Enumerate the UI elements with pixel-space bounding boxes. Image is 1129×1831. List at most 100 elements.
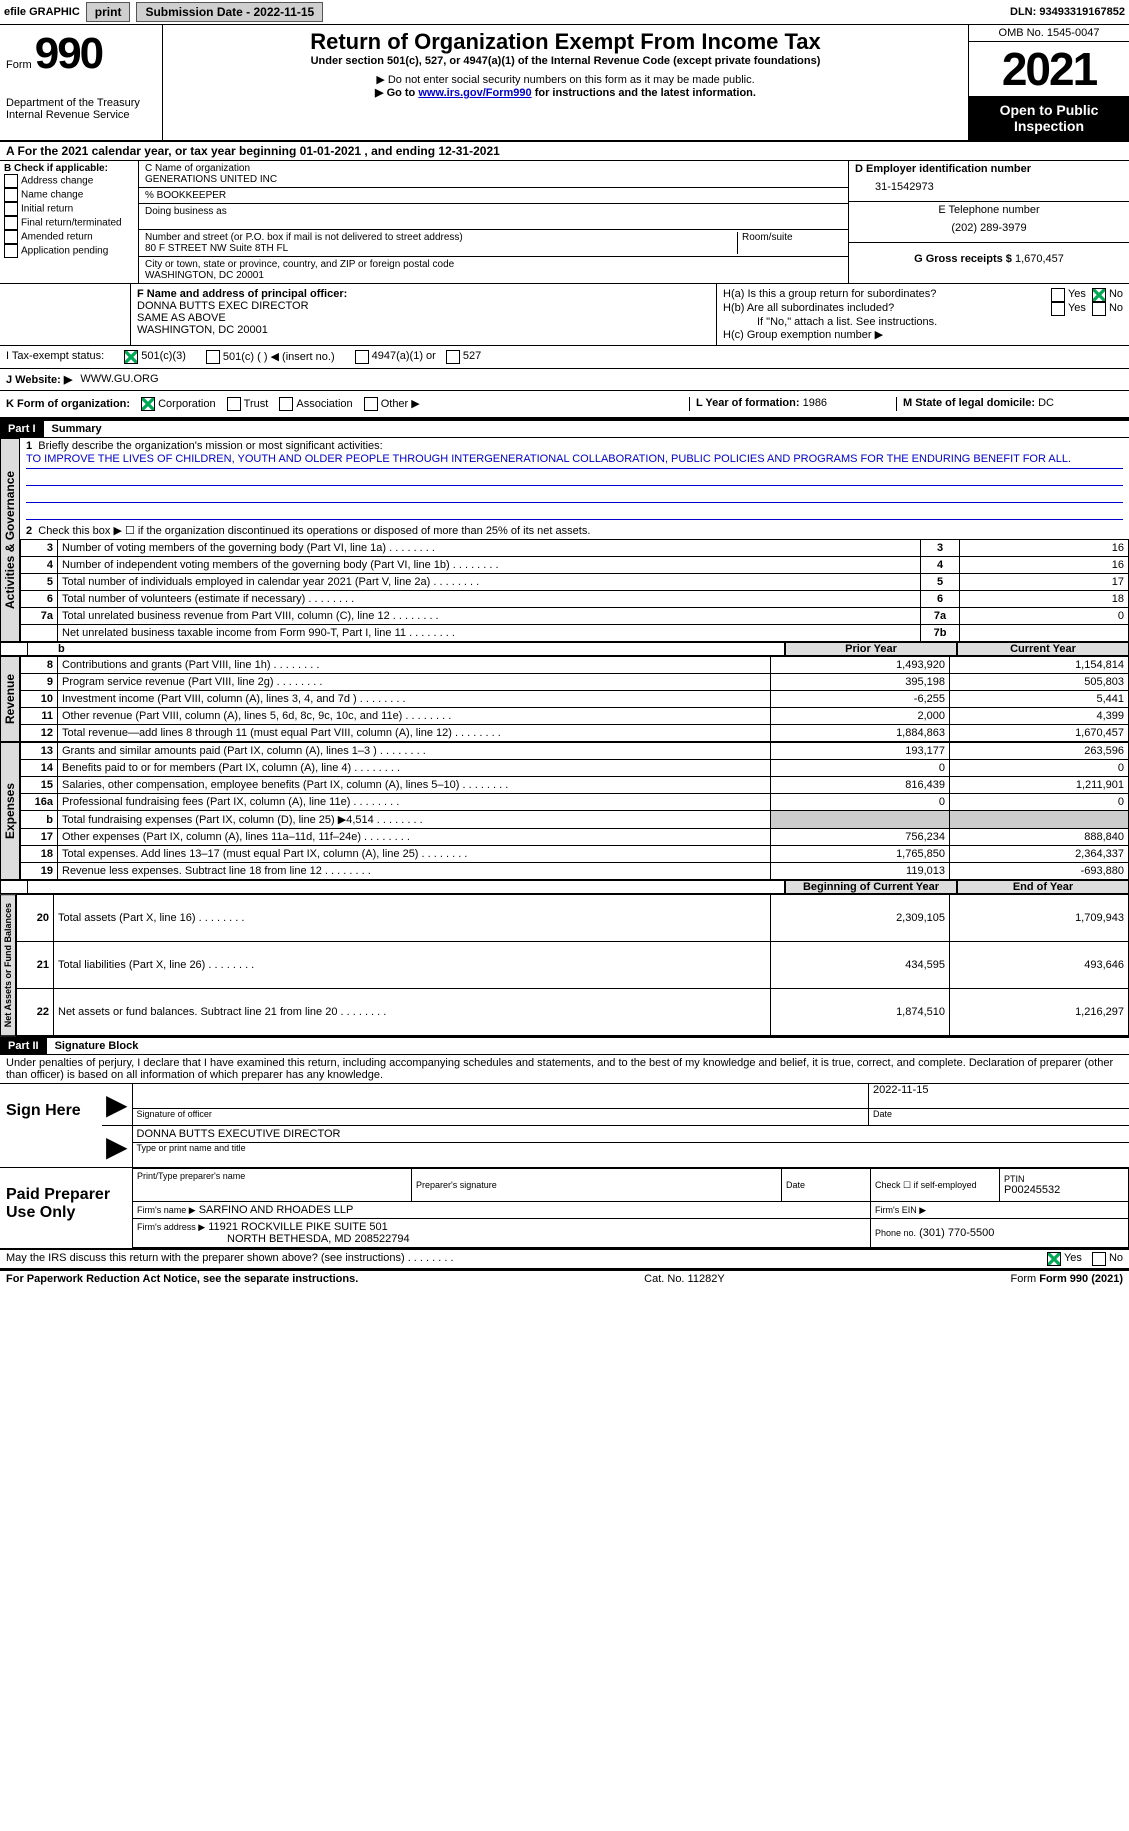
section-b: B Check if applicable: Address change Na… <box>0 161 139 283</box>
line-value <box>960 625 1129 642</box>
entity-block: B Check if applicable: Address change Na… <box>0 161 1129 284</box>
paid-preparer-block: Paid Preparer Use Only Print/Type prepar… <box>0 1168 1129 1250</box>
line-text: Net assets or fund balances. Subtract li… <box>54 989 771 1036</box>
current-year-value: 888,840 <box>950 829 1129 846</box>
netassets-table: 20 Total assets (Part X, line 16) 2,309,… <box>16 894 1129 1036</box>
irs-label: Internal Revenue Service <box>6 109 156 121</box>
part2-badge: Part II <box>0 1038 47 1054</box>
ein-label: D Employer identification number <box>855 163 1123 175</box>
k-opt2: Association <box>296 398 352 410</box>
discuss-yes[interactable] <box>1047 1252 1061 1266</box>
line-value: 16 <box>960 540 1129 557</box>
chk-501c3[interactable] <box>124 350 138 364</box>
self-employed: Check ☐ if self-employed <box>871 1169 1000 1202</box>
section-f: F Name and address of principal officer:… <box>131 284 717 345</box>
ha-yes-t: Yes <box>1068 288 1086 302</box>
line-box: 7b <box>921 625 960 642</box>
chk-4947[interactable] <box>355 350 369 364</box>
city-state-zip: WASHINGTON, DC 20001 <box>145 270 842 281</box>
chk-501c[interactable] <box>206 350 220 364</box>
mission-text: TO IMPROVE THE LIVES OF CHILDREN, YOUTH … <box>26 452 1123 469</box>
note-link-row: ▶ Go to www.irs.gov/Form990 for instruct… <box>167 86 964 99</box>
state-domicile: DC <box>1038 397 1054 409</box>
chk-trust[interactable] <box>227 397 241 411</box>
line-value: 18 <box>960 591 1129 608</box>
note2-pre: ▶ Go to <box>375 87 418 99</box>
ha-yes[interactable] <box>1051 288 1065 302</box>
prior-year-value: 395,198 <box>771 674 950 691</box>
chk-name-change[interactable] <box>4 188 18 202</box>
discuss-no[interactable] <box>1092 1252 1106 1266</box>
officer-name: DONNA BUTTS EXEC DIRECTOR <box>137 300 710 312</box>
line-text: Professional fundraising fees (Part IX, … <box>58 794 771 811</box>
period-pre: A For the 2021 calendar year, or tax yea… <box>6 144 300 158</box>
m-label: M State of legal domicile: <box>903 397 1035 409</box>
line-text: Contributions and grants (Part VIII, lin… <box>58 657 771 674</box>
line-box: 4 <box>921 557 960 574</box>
street-address: 80 F STREET NW Suite 8TH FL <box>145 243 737 254</box>
discuss-no-t: No <box>1109 1252 1123 1266</box>
prior-year-value: 2,000 <box>771 708 950 725</box>
discuss-row: May the IRS discuss this return with the… <box>0 1250 1129 1270</box>
section-a-period: A For the 2021 calendar year, or tax yea… <box>0 142 1129 161</box>
chk-amended[interactable] <box>4 230 18 244</box>
line-text: Total number of individuals employed in … <box>58 574 921 591</box>
line-num: 15 <box>21 777 58 794</box>
line-num: 7a <box>21 608 58 625</box>
firm-addr1: 11921 ROCKVILLE PIKE SUITE 501 <box>208 1221 388 1233</box>
line-num: 10 <box>21 691 58 708</box>
chk-pending[interactable] <box>4 244 18 258</box>
pra-notice: For Paperwork Reduction Act Notice, see … <box>6 1273 358 1285</box>
discuss-label: May the IRS discuss this return with the… <box>6 1252 1047 1266</box>
part1-header: Part I Summary <box>0 419 1129 438</box>
line-text: Grants and similar amounts paid (Part IX… <box>58 743 771 760</box>
ha-no[interactable] <box>1092 288 1106 302</box>
line-num: 21 <box>17 942 54 989</box>
k-opt1: Trust <box>244 398 269 410</box>
line-text: Total unrelated business revenue from Pa… <box>58 608 921 625</box>
side-expenses: Expenses <box>0 742 20 880</box>
section-i: I Tax-exempt status: 501(c)(3) 501(c) ( … <box>0 346 1129 369</box>
hb-no[interactable] <box>1092 302 1106 316</box>
chk-527[interactable] <box>446 350 460 364</box>
sig-arrow-1: ▶ <box>102 1084 132 1125</box>
irs-link[interactable]: www.irs.gov/Form990 <box>418 87 531 99</box>
chk-final[interactable] <box>4 216 18 230</box>
perjury-declaration: Under penalties of perjury, I declare th… <box>0 1055 1129 1084</box>
current-year-value: 0 <box>950 760 1129 777</box>
hb-yes[interactable] <box>1051 302 1065 316</box>
boy-header: Beginning of Current Year <box>785 880 957 894</box>
b-opt-5: Application pending <box>21 246 108 257</box>
current-year-value: 1,709,943 <box>950 895 1129 942</box>
part1-title: Summary <box>44 421 110 437</box>
chk-other[interactable] <box>364 397 378 411</box>
omb-number: OMB No. 1545-0047 <box>969 25 1129 42</box>
line-text: Net unrelated business taxable income fr… <box>58 625 921 642</box>
prior-year-value: -6,255 <box>771 691 950 708</box>
line-num: 17 <box>21 829 58 846</box>
print-button[interactable]: print <box>86 2 131 22</box>
sig-arrow-2: ▶ <box>102 1126 132 1167</box>
current-year-value: 5,441 <box>950 691 1129 708</box>
section-f-h: F Name and address of principal officer:… <box>0 284 1129 346</box>
prior-year-value: 1,884,863 <box>771 725 950 742</box>
f-label: F Name and address of principal officer: <box>137 288 710 300</box>
prior-year-value: 119,013 <box>771 863 950 880</box>
line-text: Number of voting members of the governin… <box>58 540 921 557</box>
chk-assoc[interactable] <box>279 397 293 411</box>
form-title-block: Return of Organization Exempt From Incom… <box>163 25 968 140</box>
chk-corp[interactable] <box>141 397 155 411</box>
preparer-table: Print/Type preparer's name Preparer's si… <box>132 1168 1129 1248</box>
line-text: Revenue less expenses. Subtract line 18 … <box>58 863 771 880</box>
chk-address-change[interactable] <box>4 174 18 188</box>
part2-header: Part II Signature Block <box>0 1036 1129 1055</box>
top-bar: efile GRAPHIC print Submission Date - 20… <box>0 0 1129 25</box>
firm-phone: (301) 770-5500 <box>919 1227 994 1239</box>
prep-name-label: Print/Type preparer's name <box>137 1171 407 1181</box>
prior-year-value: 816,439 <box>771 777 950 794</box>
chk-initial[interactable] <box>4 202 18 216</box>
line-text: Number of independent voting members of … <box>58 557 921 574</box>
b-opt-2: Initial return <box>21 204 73 215</box>
form-990-page: efile GRAPHIC print Submission Date - 20… <box>0 0 1129 1831</box>
form-identifier: Form 990 Department of the Treasury Inte… <box>0 25 163 140</box>
